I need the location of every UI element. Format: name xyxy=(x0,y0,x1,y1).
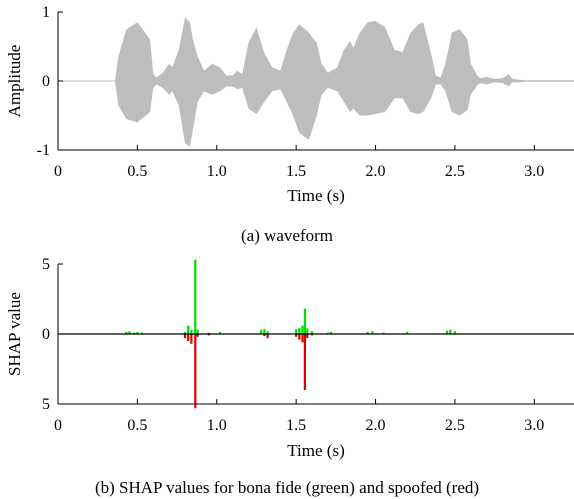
shap-caption: (b) SHAP values for bona fide (green) an… xyxy=(94,478,480,497)
waveform-y-tick-label: 1 xyxy=(42,4,50,21)
shap-x-tick-label: 1.5 xyxy=(286,417,306,434)
shap-y-tick-label: 5 xyxy=(42,396,50,413)
waveform-x-tick-label: 1.0 xyxy=(207,163,227,180)
waveform-y-tick-label: -1 xyxy=(37,142,50,159)
shap-x-tick-label: 0.5 xyxy=(127,417,147,434)
shap-panel: 0 0.5 1.0 1.5 2.0 2.5 3.0 505 Time (s) SHAP va… xyxy=(5,256,574,460)
waveform-x-label: Time (s) xyxy=(287,186,344,205)
waveform-x-tick-label: 0 xyxy=(54,163,62,180)
shap-y-tick-label: 0 xyxy=(42,326,50,343)
waveform-x-tick-label: 3.0 xyxy=(524,163,544,180)
shap-x-tick-label: 2.0 xyxy=(366,417,386,434)
waveform-area xyxy=(115,17,574,147)
waveform-x-tick-label: 2.5 xyxy=(445,163,465,180)
shap-x-tick-label: 1.0 xyxy=(207,417,227,434)
waveform-panel: 0 0.5 1.0 1.5 2.0 2.5 3.0 -101 Time (s) Amplit… xyxy=(5,4,574,205)
waveform-caption: (a) waveform xyxy=(240,226,334,245)
shap-y-ticks: 5 0 5 xyxy=(42,256,63,413)
shap-y-label: SHAP value xyxy=(5,292,24,376)
waveform-y-tick-label: 0 xyxy=(42,73,50,90)
shap-x-tick-label: 0 xyxy=(54,417,62,434)
waveform-y-ticks: -1 0 1 xyxy=(37,4,63,159)
waveform-x-tick-label: 1.5 xyxy=(286,163,306,180)
shap-y-tick-label: 5 xyxy=(42,256,50,273)
waveform-x-ticks: 0 0.5 1.0 1.5 2.0 2.5 3.0 xyxy=(54,145,544,180)
waveform-y-label: Amplitude xyxy=(5,45,24,118)
shap-x-ticks: 0 0.5 1.0 1.5 2.0 2.5 3.0 xyxy=(54,399,544,434)
waveform-x-tick-label: 2.0 xyxy=(366,163,386,180)
shap-x-tick-label: 2.5 xyxy=(445,417,465,434)
shap-x-label: Time (s) xyxy=(287,441,344,460)
shap-x-tick-label: 3.0 xyxy=(524,417,544,434)
waveform-x-tick-label: 0.5 xyxy=(127,163,147,180)
